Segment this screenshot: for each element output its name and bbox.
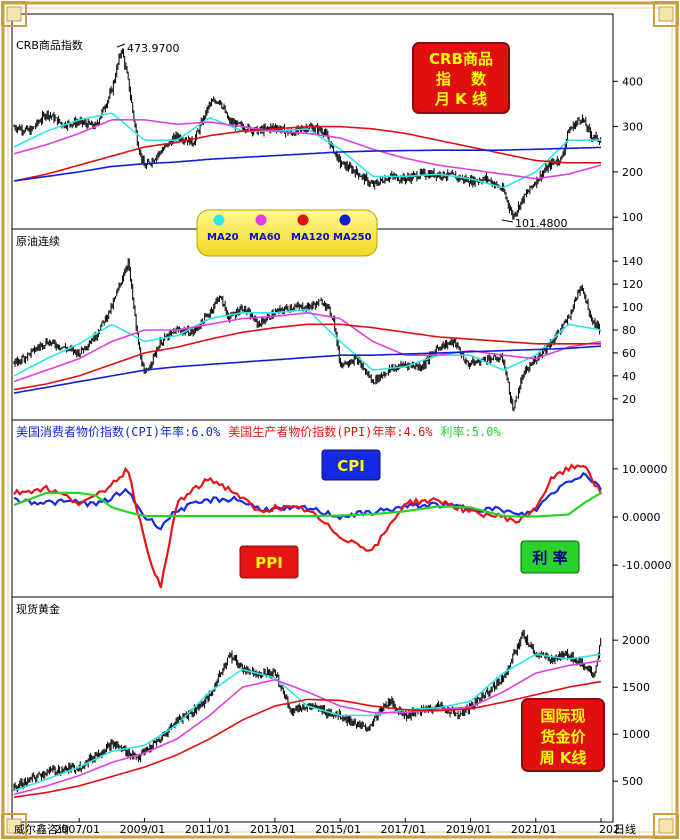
watermark: 威尔鑫咨询	[14, 822, 69, 836]
legend-dot-ma20	[213, 214, 225, 226]
ma-legend: MA20 MA60 MA120 MA250	[196, 209, 378, 257]
x-tick-label: 202	[599, 823, 620, 836]
oil-ytick-label: 20	[622, 393, 636, 406]
rate-badge: 利 率	[520, 540, 580, 574]
oil-ma120-line	[13, 323, 601, 391]
x-tick-label: 2009/01	[120, 823, 166, 836]
crb-ytick-label: 100	[622, 211, 643, 224]
gold-ma20-line	[13, 653, 602, 792]
cpi-label: 美国消费者物价指数(CPI)年率:	[16, 424, 191, 439]
legend-label-ma60: MA60	[249, 232, 281, 243]
x-tick-label: 2015/01	[315, 823, 361, 836]
crb-ytick-label: 200	[622, 166, 643, 179]
crb-ma20-line	[13, 112, 601, 189]
corner-ornament-tl	[1, 1, 27, 27]
gold-ytick-label: 2000	[622, 634, 650, 647]
legend-label-ma120: MA120	[291, 232, 330, 243]
legend-label-ma20: MA20	[207, 232, 239, 243]
oil-ytick-label: 120	[622, 278, 643, 291]
gold-ytick-label: 1500	[622, 681, 650, 694]
crb-ma250-line	[13, 146, 602, 182]
crb-badge-line-1: CRB商品	[429, 50, 493, 68]
x-tick-label: 2013/01	[250, 823, 296, 836]
crb-ma60-line	[13, 119, 602, 180]
gold-badge: 国际现 货金价 周 K线	[521, 698, 605, 772]
macro-ytick-label: 0.0000	[622, 511, 661, 524]
macro-ytick-label: 10.0000	[622, 463, 668, 476]
ppi-label: 美国生产者物价指数(PPI)年率:	[228, 424, 403, 439]
rate-badge-label: 利 率	[532, 549, 567, 567]
rate-value: 5.0%	[472, 425, 502, 439]
legend-dot-ma120	[297, 214, 309, 226]
cpi-value: 6.0%	[191, 425, 221, 439]
gold-ytick-label: 500	[622, 775, 643, 788]
crb-max-label: 473.9700	[127, 42, 180, 55]
corner-ornament-bl	[1, 813, 27, 839]
oil-ma60-line	[13, 311, 602, 383]
x-end-label: 日线	[614, 822, 636, 836]
oil-ma20-line	[13, 308, 602, 377]
gold-badge-line-3: 周 K线	[540, 749, 587, 767]
legend-dot-ma250	[339, 214, 351, 226]
gold-badge-line-1: 国际现	[540, 707, 585, 725]
ppi-value: 4.6%	[404, 425, 434, 439]
crb-badge-line-3: 月 K 线	[434, 90, 487, 108]
legend-dot-ma60	[255, 214, 267, 226]
corner-ornament-tr	[653, 1, 679, 27]
oil-ytick-label: 140	[622, 255, 643, 268]
x-tick-label: 2017/01	[380, 823, 426, 836]
cpi-badge: CPI	[321, 449, 381, 481]
macro-header: 美国消费者物价指数(CPI)年率:6.0% 美国生产者物价指数(PPI)年率:4.…	[16, 424, 501, 439]
gold-title: 现货黄金	[16, 602, 60, 616]
macro-ytick-label: -10.0000	[622, 559, 671, 572]
x-tick-label: 2007/01	[54, 823, 100, 836]
gold-badge-line-2: 货金价	[540, 728, 586, 746]
ppi-badge: PPI	[239, 545, 299, 579]
corner-ornament-br	[653, 813, 679, 839]
cpi-badge-label: CPI	[337, 457, 365, 475]
macro-line-2	[13, 491, 602, 518]
oil-ytick-label: 100	[622, 301, 643, 314]
crb-ytick-label: 300	[622, 121, 643, 134]
oil-title: 原油连续	[16, 234, 60, 248]
gold-ma120-line	[13, 680, 602, 798]
gold-ytick-label: 1000	[622, 728, 650, 741]
x-tick-label: 2021/01	[511, 823, 557, 836]
oil-ma250-line	[13, 345, 602, 394]
crb-min-label: 101.4800	[515, 217, 568, 230]
crb-title: CRB商品指数	[16, 38, 83, 52]
crb-badge-line-2: 指 数	[436, 70, 487, 88]
oil-ytick-label: 60	[622, 347, 636, 360]
rate-label: 利率:	[441, 424, 472, 439]
legend-label-ma250: MA250	[333, 232, 372, 243]
crb-badge: CRB商品 指 数 月 K 线	[412, 42, 510, 114]
ppi-badge-label: PPI	[255, 554, 283, 572]
oil-ytick-label: 40	[622, 370, 636, 383]
crb-ytick-label: 400	[622, 75, 643, 88]
x-tick-label: 2011/01	[185, 823, 231, 836]
oil-ytick-label: 80	[622, 324, 636, 337]
crb-ma120-line	[13, 125, 601, 182]
x-tick-label: 2019/01	[446, 823, 492, 836]
gold-ma60-line	[13, 660, 602, 796]
